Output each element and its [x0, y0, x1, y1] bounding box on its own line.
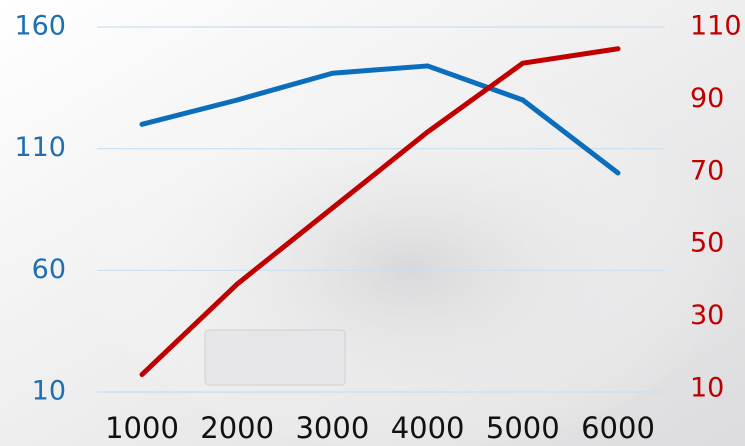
y-tick-label: 10 — [32, 376, 66, 407]
y2-tick-label: 50 — [690, 228, 724, 259]
x-tick-label: 1000 — [105, 411, 179, 445]
series-line — [139, 63, 621, 176]
x-tick-label: 4000 — [391, 411, 465, 445]
background-image — [80, 50, 740, 446]
x-tick-label: 6000 — [581, 411, 655, 445]
x-tick-label: 3000 — [295, 411, 369, 445]
x-tick-label: 2000 — [200, 411, 274, 445]
y-tick-label: 160 — [14, 11, 66, 42]
background-image — [204, 329, 346, 386]
y2-tick-label: 70 — [690, 155, 724, 186]
y2-tick-label: 90 — [690, 83, 724, 114]
x-tick-label: 5000 — [486, 411, 560, 445]
y-tick-label: 110 — [14, 132, 66, 163]
y2-tick-label: 30 — [690, 300, 724, 331]
y2-tick-label: 110 — [690, 11, 742, 42]
y2-tick-label: 10 — [690, 373, 724, 404]
series-line — [139, 46, 621, 378]
y-tick-label: 60 — [32, 254, 66, 285]
